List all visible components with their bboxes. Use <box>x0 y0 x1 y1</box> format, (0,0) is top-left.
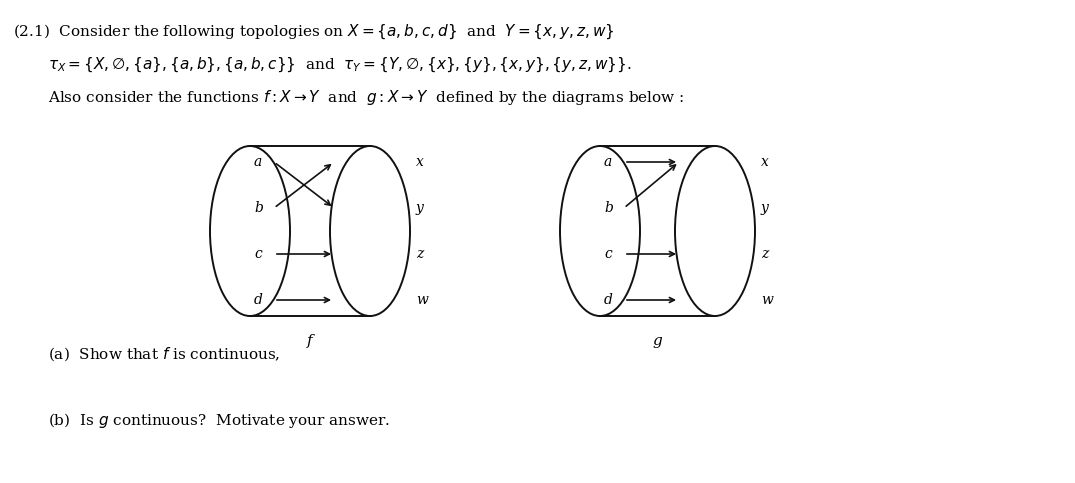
Text: c: c <box>604 247 612 261</box>
Text: Also consider the functions $f : X \rightarrow Y$  and  $g : X \rightarrow Y$  d: Also consider the functions $f : X \righ… <box>48 88 685 107</box>
Text: z: z <box>761 247 769 261</box>
Text: y: y <box>416 201 424 215</box>
Text: a: a <box>604 155 613 169</box>
Text: b: b <box>604 201 613 215</box>
Text: (b)  Is $g$ continuous?  Motivate your answer.: (b) Is $g$ continuous? Motivate your ans… <box>48 411 390 430</box>
Text: c: c <box>254 247 261 261</box>
Text: z: z <box>416 247 424 261</box>
Text: x: x <box>416 155 424 169</box>
Text: f: f <box>307 334 313 348</box>
Text: y: y <box>761 201 769 215</box>
Text: $\tau_X = \{X, \emptyset, \{a\}, \{a, b\}, \{a, b, c\}\}$  and  $\tau_Y = \{Y, \: $\tau_X = \{X, \emptyset, \{a\}, \{a, b\… <box>48 56 631 74</box>
Text: (a)  Show that $f$ is continuous,: (a) Show that $f$ is continuous, <box>48 345 281 363</box>
Text: g: g <box>653 334 662 348</box>
Text: w: w <box>761 293 773 307</box>
Text: d: d <box>604 293 613 307</box>
Text: x: x <box>761 155 769 169</box>
Text: w: w <box>416 293 428 307</box>
Text: (2.1)  Consider the following topologies on $X = \{a, b, c, d\}$  and  $Y = \{x,: (2.1) Consider the following topologies … <box>13 23 614 42</box>
Text: d: d <box>254 293 263 307</box>
Text: a: a <box>254 155 262 169</box>
Text: b: b <box>254 201 263 215</box>
